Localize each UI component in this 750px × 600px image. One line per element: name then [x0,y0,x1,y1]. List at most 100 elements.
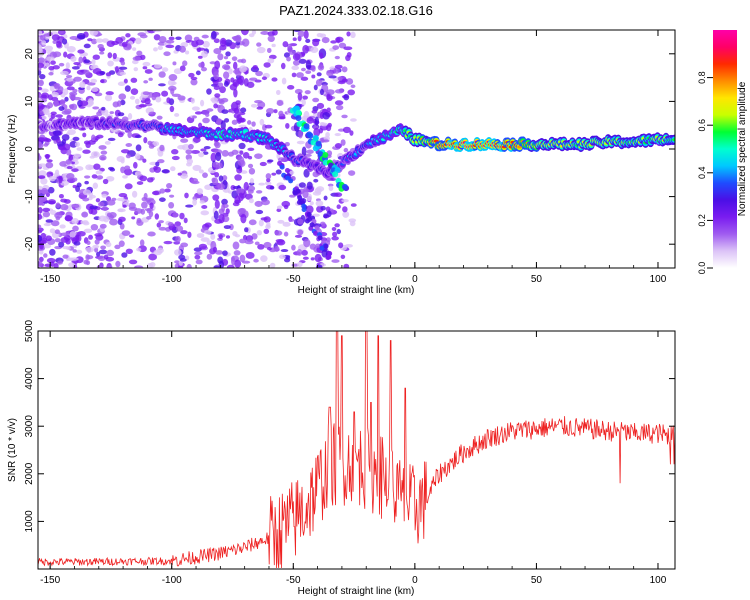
heatmap-noise-cell [59,224,66,229]
heatmap-noise-cell [64,215,72,222]
heatmap-noise-cell [142,158,147,163]
spectrogram-xtick-label: -100 [162,274,182,285]
heatmap-noise-cell [46,159,53,163]
heatmap-noise-cell [267,247,272,251]
snr-ytick-label: 3000 [24,415,35,438]
heatmap-noise-cell [137,32,147,37]
heatmap-streak-cell [297,30,305,37]
heatmap-noise-cell [105,91,114,96]
heatmap-noise-cell [91,58,96,66]
diagonal-feature-cell [310,139,317,146]
heatmap-noise-cell [38,140,42,147]
heatmap-noise-cell [334,192,343,197]
heatmap-noise-cell [247,163,254,169]
heatmap-noise-cell [69,104,74,110]
heatmap-noise-cell [85,254,90,261]
heatmap-noise-cell [90,223,99,231]
spectrogram-ytick-label: 20 [24,48,35,60]
heatmap-noise-cell [254,153,263,159]
heatmap-noise-cell [158,226,167,231]
heatmap-streak-cell [322,112,330,120]
heatmap-noise-cell [82,197,90,202]
heatmap-noise-cell [323,195,328,201]
heatmap-noise-cell [89,205,98,210]
heatmap-noise-cell [274,248,280,252]
heatmap-noise-cell [118,240,125,247]
heatmap-streak-cell [326,70,334,77]
ridge-core [672,138,675,142]
heatmap-noise-cell [192,115,197,119]
heatmap-noise-cell [198,169,204,174]
heatmap-noise-cell [45,219,54,223]
heatmap-noise-cell [253,258,259,263]
heatmap-noise-cell [103,216,110,223]
heatmap-noise-cell [112,52,117,60]
heatmap-noise-cell [47,199,57,205]
heatmap-streak-cell [234,259,242,268]
heatmap-noise-cell [40,177,48,185]
heatmap-noise-cell [57,260,63,265]
diagonal-feature-cell [315,140,322,147]
heatmap-noise-cell [194,254,201,260]
heatmap-noise-cell [190,76,198,81]
heatmap-noise-cell [326,107,331,113]
heatmap-noise-cell [334,55,340,60]
heatmap-streak-cell [212,177,219,186]
heatmap-noise-cell [72,136,80,141]
heatmap-noise-cell [349,130,354,136]
heatmap-noise-cell [136,247,142,252]
heatmap-noise-cell [117,208,124,212]
heatmap-noise-cell [337,80,346,85]
heatmap-noise-cell [184,34,193,42]
heatmap-noise-cell [139,175,148,182]
heatmap-noise-cell [62,38,68,45]
heatmap-noise-cell [40,104,45,110]
heatmap-noise-cell [179,212,185,220]
heatmap-noise-cell [179,45,186,53]
heatmap-streak-cell [214,93,221,98]
heatmap-streak-cell [239,65,248,73]
heatmap-noise-cell [177,145,186,150]
heatmap-noise-cell [67,129,76,135]
heatmap-noise-cell [58,193,64,199]
heatmap-noise-cell [350,118,357,122]
heatmap-noise-cell [71,66,80,70]
heatmap-noise-cell [159,188,166,194]
heatmap-noise-cell [285,122,290,129]
heatmap-noise-cell [330,40,337,44]
heatmap-noise-cell [165,39,175,44]
heatmap-noise-cell [38,249,44,255]
heatmap-noise-cell [61,110,71,115]
diagonal-feature-cell [284,167,290,173]
heatmap-noise-cell [320,205,326,211]
heatmap-noise-cell [347,89,356,96]
heatmap-noise-cell [300,76,309,81]
heatmap-streak-cell [304,90,311,95]
heatmap-noise-cell [334,223,340,228]
heatmap-noise-cell [201,50,208,58]
heatmap-noise-cell [65,246,71,251]
heatmap-noise-cell [41,94,47,99]
heatmap-noise-cell [204,184,213,190]
heatmap-noise-cell [314,187,322,194]
heatmap-noise-cell [338,42,347,49]
heatmap-noise-cell [275,238,285,243]
heatmap-streak-cell [233,88,238,98]
heatmap-streak-cell [234,195,241,205]
heatmap-noise-cell [60,180,69,186]
heatmap-noise-cell [320,122,329,127]
heatmap-noise-cell [124,165,131,171]
heatmap-noise-cell [334,132,341,137]
heatmap-streak-cell [238,75,245,86]
heatmap-noise-cell [336,228,342,235]
heatmap-noise-cell [92,244,100,249]
heatmap-noise-cell [84,175,91,179]
heatmap-noise-cell [341,66,348,73]
heatmap-noise-cell [121,41,128,48]
heatmap-noise-cell [76,147,83,151]
heatmap-noise-cell [118,93,127,100]
heatmap-noise-cell [82,149,91,154]
heatmap-noise-cell [158,220,164,224]
heatmap-noise-cell [198,62,205,68]
